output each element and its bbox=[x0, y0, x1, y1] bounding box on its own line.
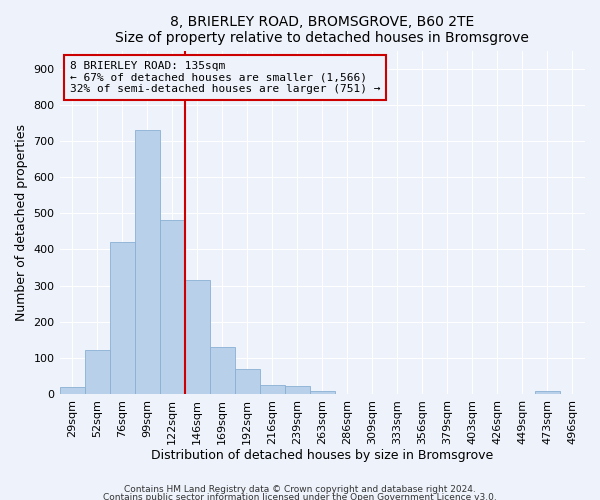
Bar bbox=[235, 370, 260, 394]
Bar bbox=[260, 385, 285, 394]
Text: 8 BRIERLEY ROAD: 135sqm
← 67% of detached houses are smaller (1,566)
32% of semi: 8 BRIERLEY ROAD: 135sqm ← 67% of detache… bbox=[70, 61, 380, 94]
Text: Contains public sector information licensed under the Open Government Licence v3: Contains public sector information licen… bbox=[103, 492, 497, 500]
Bar bbox=[85, 350, 110, 394]
Bar bbox=[209, 347, 235, 394]
X-axis label: Distribution of detached houses by size in Bromsgrove: Distribution of detached houses by size … bbox=[151, 450, 493, 462]
Bar bbox=[185, 280, 209, 394]
Bar bbox=[59, 386, 85, 394]
Y-axis label: Number of detached properties: Number of detached properties bbox=[15, 124, 28, 320]
Bar bbox=[285, 386, 310, 394]
Bar bbox=[160, 220, 185, 394]
Bar bbox=[134, 130, 160, 394]
Text: Contains HM Land Registry data © Crown copyright and database right 2024.: Contains HM Land Registry data © Crown c… bbox=[124, 486, 476, 494]
Title: 8, BRIERLEY ROAD, BROMSGROVE, B60 2TE
Size of property relative to detached hous: 8, BRIERLEY ROAD, BROMSGROVE, B60 2TE Si… bbox=[115, 15, 529, 45]
Bar bbox=[310, 390, 335, 394]
Bar bbox=[110, 242, 134, 394]
Bar bbox=[535, 391, 560, 394]
